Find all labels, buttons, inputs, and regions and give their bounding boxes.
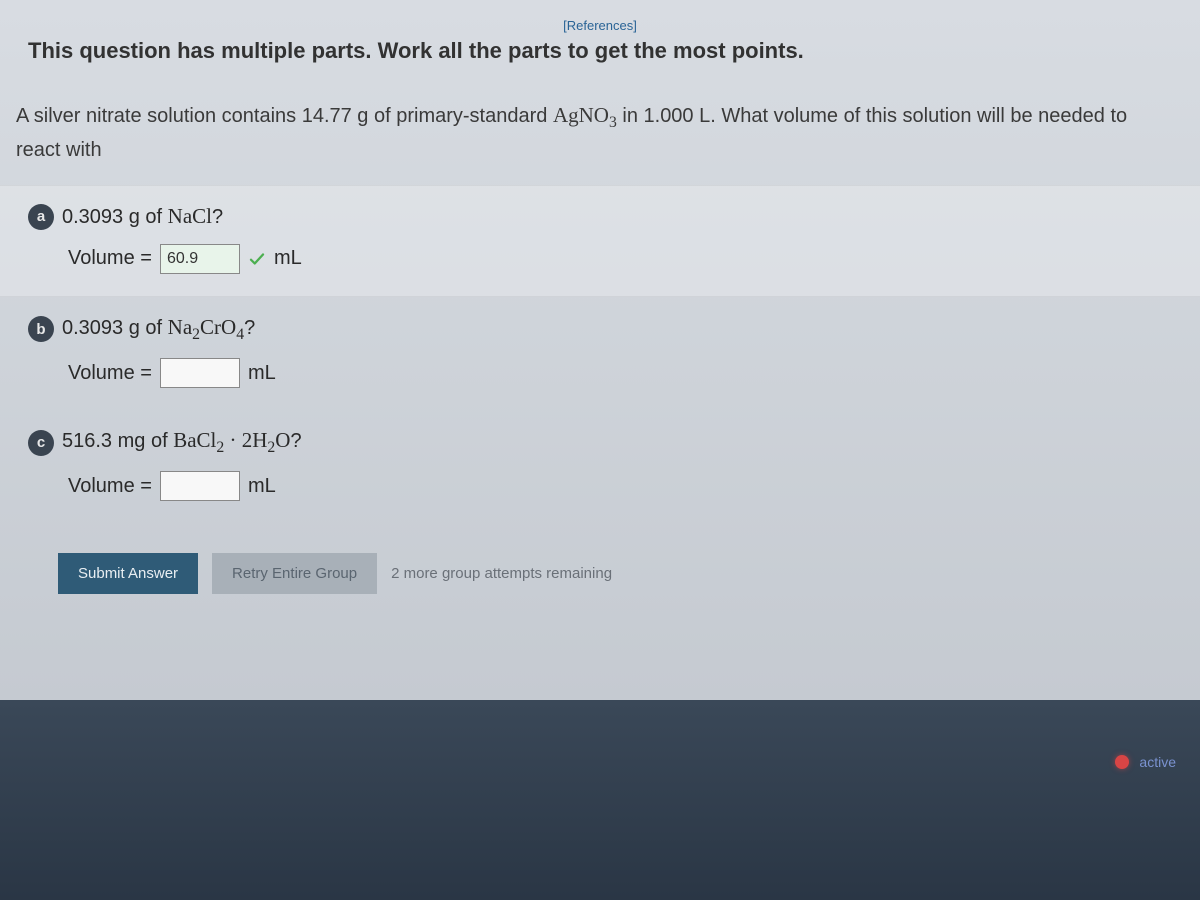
problem-text-before: A silver nitrate solution contains 14.77… [16, 105, 553, 127]
part-c-input[interactable] [160, 471, 240, 501]
part-c-unit: mL [248, 475, 276, 498]
check-icon [248, 250, 266, 268]
formula-agno3: AgNO3 [553, 103, 617, 127]
footer-label: active [1139, 754, 1176, 770]
part-c: c 516.3 mg of BaCl2 · 2H2O? Volume = mL [0, 410, 1200, 523]
recording-dot-icon [1115, 755, 1129, 769]
instructions-text: This question has multiple parts. Work a… [0, 0, 1200, 82]
part-b: b 0.3093 g of Na2CrO4? Volume = mL [0, 297, 1200, 410]
part-a-volume-label: Volume = [68, 247, 152, 270]
part-b-text: 0.3093 g of Na2CrO4? [62, 315, 255, 344]
part-c-volume-label: Volume = [68, 475, 152, 498]
bottom-area: active [0, 700, 1200, 900]
attempts-text: 2 more group attempts remaining [391, 565, 612, 582]
part-c-volume-row: Volume = mL [68, 471, 1172, 501]
footer-widget: active [1115, 754, 1176, 770]
question-container: [References] This question has multiple … [0, 0, 1200, 700]
part-a: a 0.3093 g of NaCl? Volume = mL [0, 185, 1200, 297]
part-a-badge: a [28, 204, 54, 230]
submit-button[interactable]: Submit Answer [58, 553, 198, 594]
part-b-header: b 0.3093 g of Na2CrO4? [28, 315, 1172, 344]
part-b-badge: b [28, 316, 54, 342]
part-a-header: a 0.3093 g of NaCl? [28, 204, 1172, 230]
part-c-text: 516.3 mg of BaCl2 · 2H2O? [62, 428, 302, 457]
button-row: Submit Answer Retry Entire Group 2 more … [0, 523, 1200, 614]
part-a-volume-row: Volume = mL [68, 244, 1172, 274]
part-c-header: c 516.3 mg of BaCl2 · 2H2O? [28, 428, 1172, 457]
part-b-unit: mL [248, 362, 276, 385]
retry-button[interactable]: Retry Entire Group [212, 553, 377, 594]
part-b-volume-label: Volume = [68, 362, 152, 385]
part-a-unit: mL [274, 247, 302, 270]
part-b-input[interactable] [160, 358, 240, 388]
part-b-volume-row: Volume = mL [68, 358, 1172, 388]
part-a-text: 0.3093 g of NaCl? [62, 204, 223, 229]
part-c-badge: c [28, 430, 54, 456]
references-link[interactable]: [References] [563, 18, 637, 33]
part-a-input[interactable] [160, 244, 240, 274]
problem-statement: A silver nitrate solution contains 14.77… [0, 82, 1200, 185]
